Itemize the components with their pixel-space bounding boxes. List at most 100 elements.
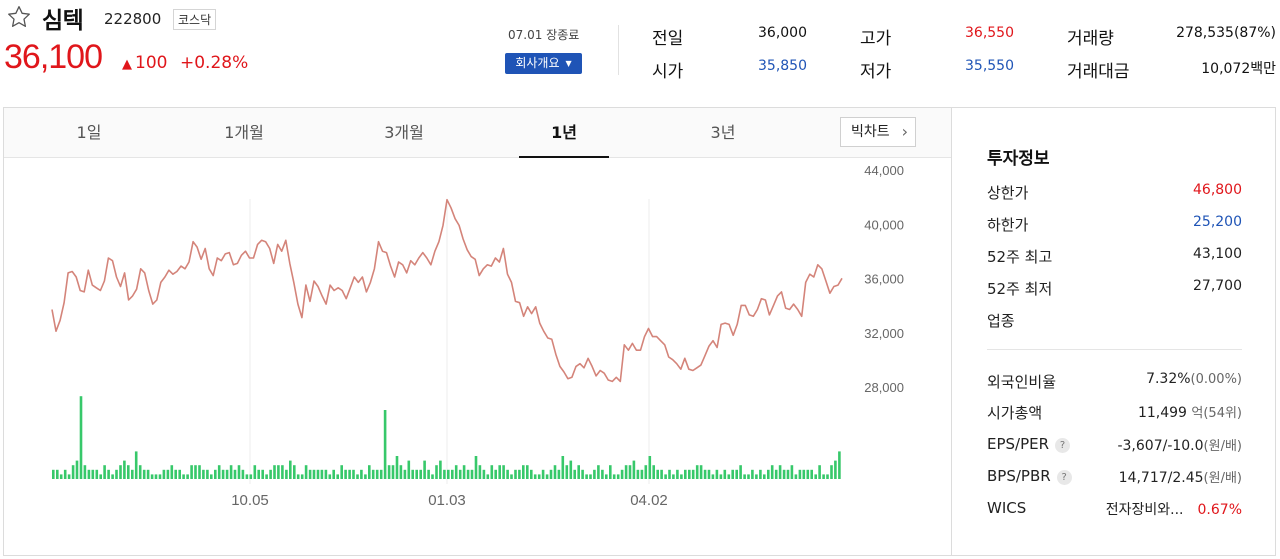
volume-bar	[360, 469, 363, 479]
volume-bar	[470, 469, 474, 479]
volume-bar	[415, 469, 418, 479]
volume-bar	[427, 469, 430, 479]
volume-bar	[806, 469, 810, 479]
volume-bar	[727, 474, 731, 479]
volume-bar	[581, 469, 584, 479]
volume-bar	[561, 456, 565, 479]
favorite-star-icon[interactable]	[6, 4, 32, 30]
lower-limit-label: 하한가	[987, 216, 1029, 234]
info-row-bps-pbr: BPS/PBR? 14,717/2.45(원/배)	[987, 467, 1242, 489]
info-row-52w-high: 52주 최고 43,100	[987, 246, 1242, 268]
volume-bar	[838, 451, 841, 479]
volume-bar	[514, 469, 517, 479]
info-title: 투자정보	[987, 149, 1050, 169]
info-row-foreign: 외국인비율 7.32%(0.00%)	[987, 371, 1242, 393]
market-badge: 코스닥	[173, 9, 217, 30]
price-line	[51, 198, 843, 383]
volume-bar	[763, 474, 766, 479]
eps-per-value: -3,607/-10.0(원/배)	[1117, 435, 1242, 454]
y-tick-label: 44,000	[864, 163, 904, 178]
price-chart[interactable]: 44,000 40,000 36,000 32,000 28,000 10.05 01.0…	[4, 159, 951, 555]
volume-bar	[672, 474, 675, 479]
volume-bar	[265, 474, 268, 479]
volume-bar	[530, 469, 533, 479]
volume-bar	[609, 465, 612, 479]
volume-bar	[782, 469, 786, 479]
volume-bar	[668, 469, 671, 479]
help-icon[interactable]: ?	[1055, 438, 1071, 453]
volume-bar	[419, 469, 422, 479]
volume-bar	[142, 469, 146, 479]
volume-bar	[454, 465, 458, 479]
market-cap-number: 11,499	[1137, 405, 1187, 421]
volume-bar	[328, 474, 332, 479]
volume-label: 거래량	[1067, 29, 1114, 49]
volume-bar	[510, 474, 513, 479]
volume-bar	[182, 474, 185, 479]
volume-bar	[458, 469, 462, 479]
volume-bar	[577, 465, 580, 479]
foreign-ratio-change: (0.00%)	[1190, 372, 1242, 387]
tab-3y[interactable]: 3년	[710, 123, 736, 142]
volume-bar	[281, 465, 284, 479]
volume-bar	[127, 465, 130, 479]
caret-down-icon: ▼	[565, 59, 572, 68]
eps-per-text: EPS/PER	[987, 435, 1050, 453]
tab-3m[interactable]: 3개월	[384, 123, 424, 142]
volume-bar	[277, 465, 280, 479]
volume-bar	[146, 469, 150, 479]
y-axis-labels: 44,000 40,000 36,000 32,000 28,000	[864, 163, 904, 395]
volume-bar	[802, 469, 806, 479]
volume-bar	[87, 469, 91, 479]
eps-per-label: EPS/PER?	[987, 435, 1071, 453]
up-triangle-icon: ▲	[122, 57, 132, 72]
volume-bar	[158, 474, 162, 479]
bps-pbr-number: 14,717/2.45	[1118, 470, 1204, 486]
volume-bar	[162, 469, 166, 479]
bps-pbr-label: BPS/PBR?	[987, 467, 1072, 485]
x-axis-labels: 10.05 01.03 04.02	[231, 492, 668, 509]
foreign-ratio-number: 7.32%	[1146, 371, 1191, 387]
volume-bar	[107, 469, 110, 479]
volume-bar	[522, 465, 525, 479]
volume-bar	[210, 474, 213, 479]
volume-bar	[826, 474, 829, 479]
volume-bar	[691, 469, 695, 479]
tab-1m[interactable]: 1개월	[224, 123, 264, 142]
x-tick-label: 04.02	[630, 492, 668, 509]
investment-info: 투자정보 상한가 46,800 하한가 25,200 52주 최고 43,100…	[952, 108, 1275, 555]
volume-bar	[217, 465, 221, 479]
tab-1y[interactable]: 1년	[519, 108, 609, 158]
52w-high-label: 52주 최고	[987, 248, 1053, 266]
volume-bar	[518, 469, 521, 479]
volume-bar	[233, 469, 237, 479]
volume-bar	[91, 469, 95, 479]
volume-bar	[443, 469, 446, 479]
volume-bar	[743, 474, 746, 479]
high-label: 고가	[860, 29, 892, 49]
bigchart-button[interactable]: 빅차트 ›	[840, 117, 916, 147]
tab-1d[interactable]: 1일	[76, 123, 102, 142]
volume-bar	[395, 456, 399, 479]
volume-bar	[747, 474, 750, 479]
volume-bar	[834, 460, 837, 479]
change-rate: +0.28%	[180, 53, 249, 73]
52w-low-value: 27,700	[1193, 278, 1242, 294]
info-row-eps-per: EPS/PER? -3,607/-10.0(원/배)	[987, 435, 1242, 457]
volume-bar	[383, 410, 387, 479]
wics-sector[interactable]: 전자장비와...	[1105, 502, 1184, 518]
volume-bar	[131, 469, 134, 479]
volume-bar	[391, 465, 395, 479]
company-overview-button[interactable]: 회사개요 ▼	[505, 53, 582, 74]
52w-high-value: 43,100	[1193, 246, 1242, 262]
y-tick-label: 32,000	[864, 326, 904, 341]
header-divider	[618, 25, 619, 75]
volume-bar	[371, 469, 375, 479]
volume-bar	[225, 469, 229, 479]
volume-bar	[52, 469, 55, 479]
volume-bar	[545, 474, 549, 479]
volume-bar	[798, 469, 802, 479]
volume-bar	[790, 465, 794, 479]
help-icon[interactable]: ?	[1056, 470, 1072, 485]
y-tick-label: 40,000	[864, 217, 904, 232]
